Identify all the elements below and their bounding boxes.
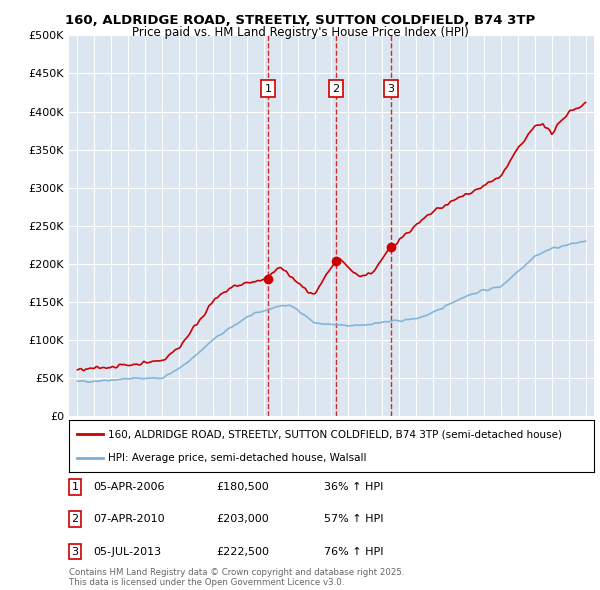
Text: 1: 1 [265, 84, 272, 94]
Text: HPI: Average price, semi-detached house, Walsall: HPI: Average price, semi-detached house,… [109, 453, 367, 463]
Text: 160, ALDRIDGE ROAD, STREETLY, SUTTON COLDFIELD, B74 3TP: 160, ALDRIDGE ROAD, STREETLY, SUTTON COL… [65, 14, 535, 27]
Text: 76% ↑ HPI: 76% ↑ HPI [324, 547, 383, 556]
Text: 57% ↑ HPI: 57% ↑ HPI [324, 514, 383, 524]
Text: £222,500: £222,500 [216, 547, 269, 556]
Text: This data is licensed under the Open Government Licence v3.0.: This data is licensed under the Open Gov… [69, 578, 344, 587]
Text: Contains HM Land Registry data © Crown copyright and database right 2025.: Contains HM Land Registry data © Crown c… [69, 568, 404, 577]
Text: 36% ↑ HPI: 36% ↑ HPI [324, 482, 383, 491]
Text: 05-APR-2006: 05-APR-2006 [93, 482, 164, 491]
Text: 2: 2 [332, 84, 340, 94]
Text: 05-JUL-2013: 05-JUL-2013 [93, 547, 161, 556]
Text: £180,500: £180,500 [216, 482, 269, 491]
Text: 160, ALDRIDGE ROAD, STREETLY, SUTTON COLDFIELD, B74 3TP (semi-detached house): 160, ALDRIDGE ROAD, STREETLY, SUTTON COL… [109, 429, 562, 439]
Text: 3: 3 [388, 84, 394, 94]
Text: 3: 3 [71, 547, 79, 556]
Text: Price paid vs. HM Land Registry's House Price Index (HPI): Price paid vs. HM Land Registry's House … [131, 26, 469, 39]
Text: 1: 1 [71, 482, 79, 491]
Text: 07-APR-2010: 07-APR-2010 [93, 514, 164, 524]
Text: £203,000: £203,000 [216, 514, 269, 524]
Text: 2: 2 [71, 514, 79, 524]
